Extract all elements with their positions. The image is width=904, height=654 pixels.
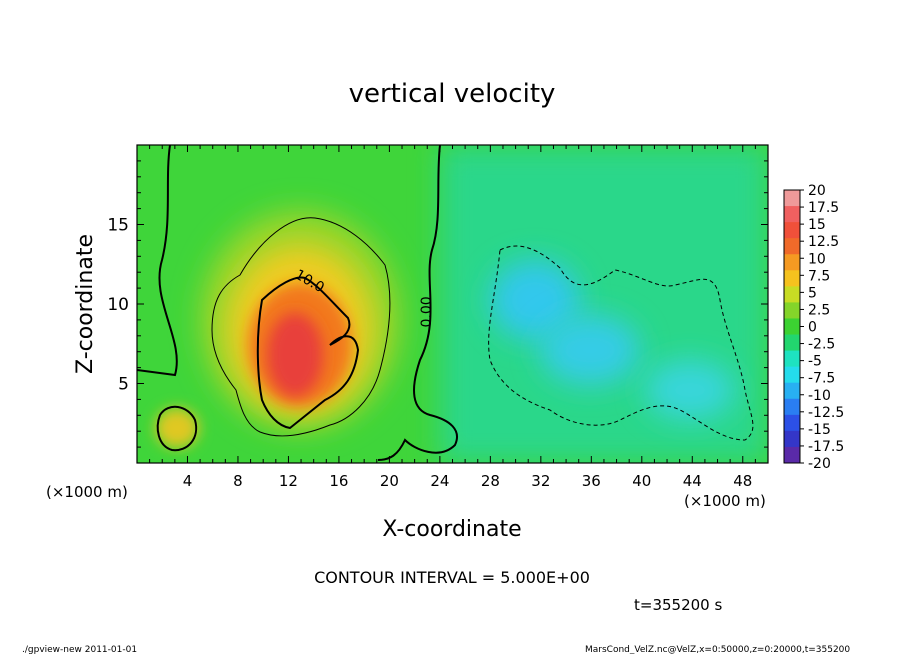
- downdraft-middle: [540, 315, 640, 385]
- colorbar-label: 0: [808, 320, 817, 336]
- x-axis: 4 8 12 16 20 24 28 32 36 40 44 48: [149, 145, 756, 490]
- colorbar-label: -10: [808, 388, 831, 404]
- contour-10: [256, 276, 360, 430]
- x-tick-label: 28: [481, 472, 500, 490]
- x-unit-right: (×1000 m): [684, 492, 766, 510]
- contour-interval-note: CONTOUR INTERVAL = 5.000E+00: [314, 568, 590, 587]
- colorbar-swatch: [784, 318, 800, 336]
- colorbar-label: 10: [808, 251, 826, 267]
- colorbar-label: 17.5: [808, 200, 839, 216]
- colorbar-swatch: [784, 270, 800, 287]
- colorbar-label: -2.5: [808, 337, 835, 353]
- y-tick-label: 10: [107, 295, 129, 315]
- surface-updraft: [155, 408, 199, 448]
- downdraft-lower: [645, 360, 735, 420]
- colorbar-label: -15: [808, 422, 831, 438]
- contour-negative-west: [488, 245, 754, 441]
- x-tick-label: 20: [380, 472, 399, 490]
- x-tick-label: 44: [683, 472, 702, 490]
- contour-zero-right: [377, 145, 458, 461]
- x-tick-label: 4: [183, 472, 193, 490]
- x-tick-label: 16: [329, 472, 348, 490]
- colorbar-swatch: [784, 190, 800, 207]
- colorbar-label: -5: [808, 354, 822, 370]
- colorbar-swatch: [784, 430, 800, 448]
- colorbar-label: 12.5: [808, 234, 839, 250]
- colorbar-swatch: [784, 382, 800, 400]
- y-axis-label: Z-coordinate: [73, 234, 98, 374]
- colorbar-label: 15: [808, 217, 826, 233]
- colorbar-swatch: [784, 366, 800, 384]
- time-stamp: t=355200 s: [634, 596, 722, 614]
- x-axis-label: X-coordinate: [382, 517, 521, 542]
- colorbar-swatch: [784, 334, 800, 352]
- contour-label: 0.00: [419, 296, 435, 327]
- colorbar-label: -20: [808, 456, 831, 472]
- colorbar-label: 7.5: [808, 268, 830, 284]
- x-tick-label: 36: [582, 472, 601, 490]
- colorbar-swatch: [784, 398, 800, 416]
- x-tick-label: 24: [430, 472, 449, 490]
- x-tick-label: 8: [233, 472, 243, 490]
- colorbar-label: -12.5: [808, 405, 844, 421]
- colorbar-swatch: [784, 222, 800, 239]
- colorbar-swatch: [784, 302, 800, 319]
- colorbar-label: 5: [808, 285, 817, 301]
- updraft-core: [267, 313, 323, 397]
- colorbar-swatch: [784, 414, 800, 432]
- y-tick-label: 5: [118, 375, 129, 395]
- x-unit-left: (×1000 m): [46, 483, 128, 501]
- colorbar-swatch: [784, 286, 800, 303]
- colorbar-swatch: [784, 238, 800, 255]
- colorbar-swatch: [784, 350, 800, 368]
- y-axis: 5 10 15: [107, 160, 768, 448]
- footer-left: ./gpview-new 2011-01-01: [22, 645, 137, 654]
- colorbar-label: 20: [808, 183, 826, 199]
- x-tick-label: 32: [531, 472, 550, 490]
- colorbar-swatch: [784, 254, 800, 271]
- colorbar-label: -7.5: [808, 371, 835, 387]
- x-tick-label: 12: [279, 472, 298, 490]
- colorbar-swatch: [784, 446, 800, 464]
- x-tick-label: 48: [733, 472, 752, 490]
- contour-zero-surface-blob: [156, 405, 198, 452]
- colorbar-label: 2.5: [808, 302, 830, 318]
- contour-5: [211, 217, 391, 437]
- plot-area: [137, 145, 768, 463]
- downdraft-upper: [490, 260, 580, 340]
- colorbar-swatch: [784, 206, 800, 223]
- footer-right: MarsCond_VelZ.nc@VelZ,x=0:50000,z=0:2000…: [585, 645, 850, 654]
- chart-title: vertical velocity: [349, 79, 556, 109]
- colorbar-label: -17.5: [808, 439, 844, 455]
- zero-region-east: [440, 145, 768, 463]
- y-tick-label: 15: [107, 216, 129, 236]
- contour-zero-left: [137, 145, 178, 377]
- x-tick-label: 40: [632, 472, 651, 490]
